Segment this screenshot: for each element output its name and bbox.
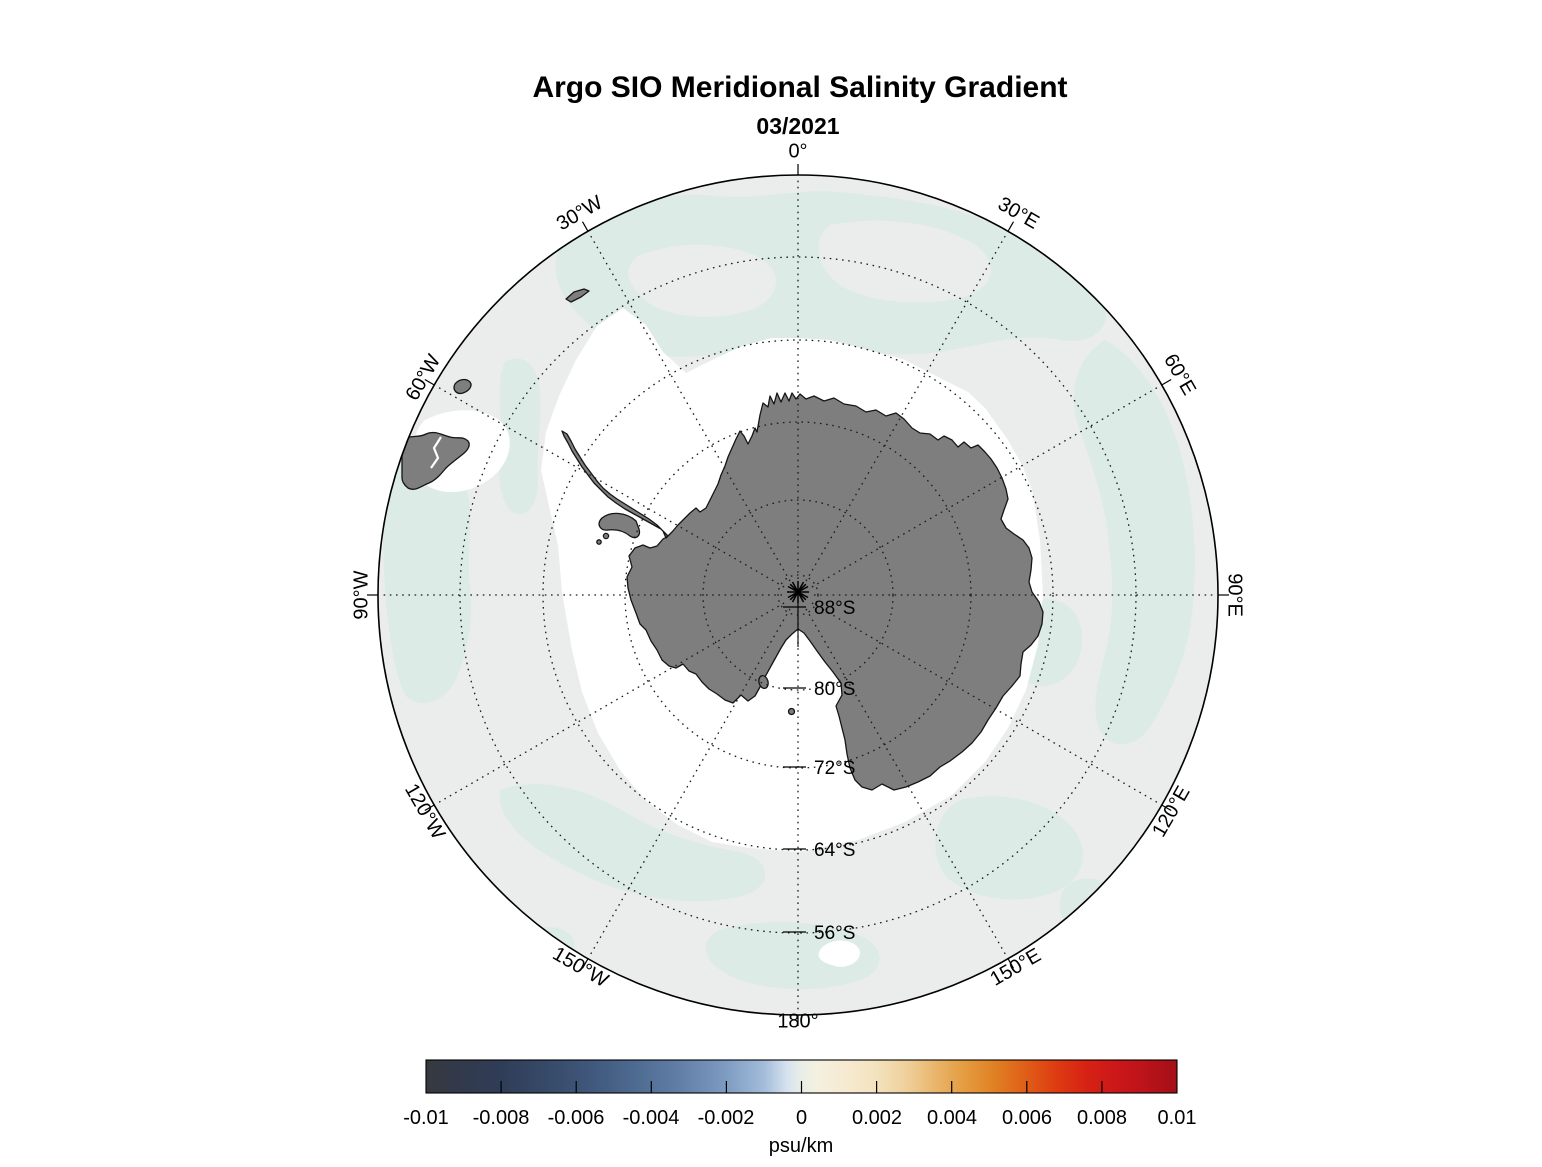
teal-patch-weddell-tongue — [498, 358, 541, 515]
gray-hole-top-2 — [818, 220, 991, 303]
ocean-data-field — [378, 175, 1218, 1015]
colorbar-unit-label: psu/km — [769, 1135, 833, 1157]
date-subtitle: 03/2021 — [756, 113, 839, 139]
south-georgia-island — [565, 288, 590, 303]
teal-patch-lower-left-streak — [499, 784, 766, 902]
lat-label-80s: 80°S — [814, 679, 855, 700]
peninsula-hook-landmass — [598, 512, 641, 539]
south-pole-marker — [787, 581, 809, 647]
meridian-60w — [435, 385, 785, 588]
cb-label-8: 0.006 — [1002, 1107, 1052, 1129]
latitude-circle-56s — [459, 256, 1137, 934]
longitude-ticks — [367, 164, 1229, 1026]
latitude-circle-80s — [702, 499, 894, 691]
latitude-circle-72s — [624, 421, 972, 769]
lat-label-56s: 56°S — [814, 923, 855, 944]
falkland-islands — [453, 378, 472, 395]
teal-patch-bottom-right-edge — [1059, 878, 1116, 933]
lon-label-180: 180° — [777, 1010, 818, 1032]
latitude-graticule — [459, 256, 1137, 934]
teal-patch-bottom-center — [705, 921, 880, 990]
lon-label-0: 0° — [788, 140, 807, 162]
meridian-30e — [805, 232, 1008, 582]
latitude-labels: 88°S 80°S 72°S 64°S 56°S — [783, 598, 855, 944]
meridian-120w — [435, 602, 785, 805]
colorbar-tick-labels: -0.01 -0.008 -0.006 -0.004 -0.002 0 0.00… — [403, 1107, 1196, 1129]
colorbar: -0.01 -0.008 -0.006 -0.004 -0.002 0 0.00… — [403, 1059, 1196, 1157]
teal-patch-left-band — [382, 434, 472, 704]
teal-patch-right-band — [1073, 340, 1195, 745]
lon-label-90w: 90°W — [350, 570, 372, 619]
latitude-circle-64s — [542, 339, 1054, 851]
cb-label-7: 0.004 — [927, 1107, 977, 1129]
meridian-120e — [811, 602, 1161, 805]
cb-label-5: 0 — [796, 1107, 807, 1129]
ross-island — [758, 674, 769, 690]
lon-label-90e: 90°E — [1224, 573, 1246, 617]
small-islet-west-1 — [602, 532, 610, 540]
meridian-60e — [811, 385, 1161, 588]
cb-label-9: 0.008 — [1077, 1107, 1127, 1129]
nodata-patch-bottom-1 — [818, 940, 860, 967]
meridian-graticule — [380, 177, 1216, 1013]
small-islet-west-2 — [596, 539, 602, 545]
teal-patch-bottom-right — [935, 796, 1083, 900]
cb-label-0: -0.01 — [403, 1107, 449, 1129]
nodata-patch-bottom-2 — [1044, 944, 1107, 980]
cb-label-10: 0.01 — [1158, 1107, 1197, 1129]
lat-label-72s: 72°S — [814, 758, 855, 779]
cb-label-1: -0.008 — [473, 1107, 530, 1129]
cb-label-6: 0.002 — [852, 1107, 902, 1129]
colorbar-ticks — [500, 1081, 1103, 1093]
meridian-150w — [588, 608, 791, 958]
lat-label-64s: 64°S — [814, 840, 855, 861]
cb-label-2: -0.006 — [548, 1107, 605, 1129]
cb-label-4: -0.002 — [698, 1107, 755, 1129]
cb-label-3: -0.004 — [623, 1107, 680, 1129]
page-title: Argo SIO Meridional Salinity Gradient — [532, 71, 1067, 104]
lat-label-88s: 88°S — [814, 598, 855, 619]
meridian-150e — [805, 608, 1008, 958]
meridian-30w — [588, 232, 791, 582]
small-island-ross — [787, 707, 796, 716]
magellan-strait — [430, 436, 442, 469]
